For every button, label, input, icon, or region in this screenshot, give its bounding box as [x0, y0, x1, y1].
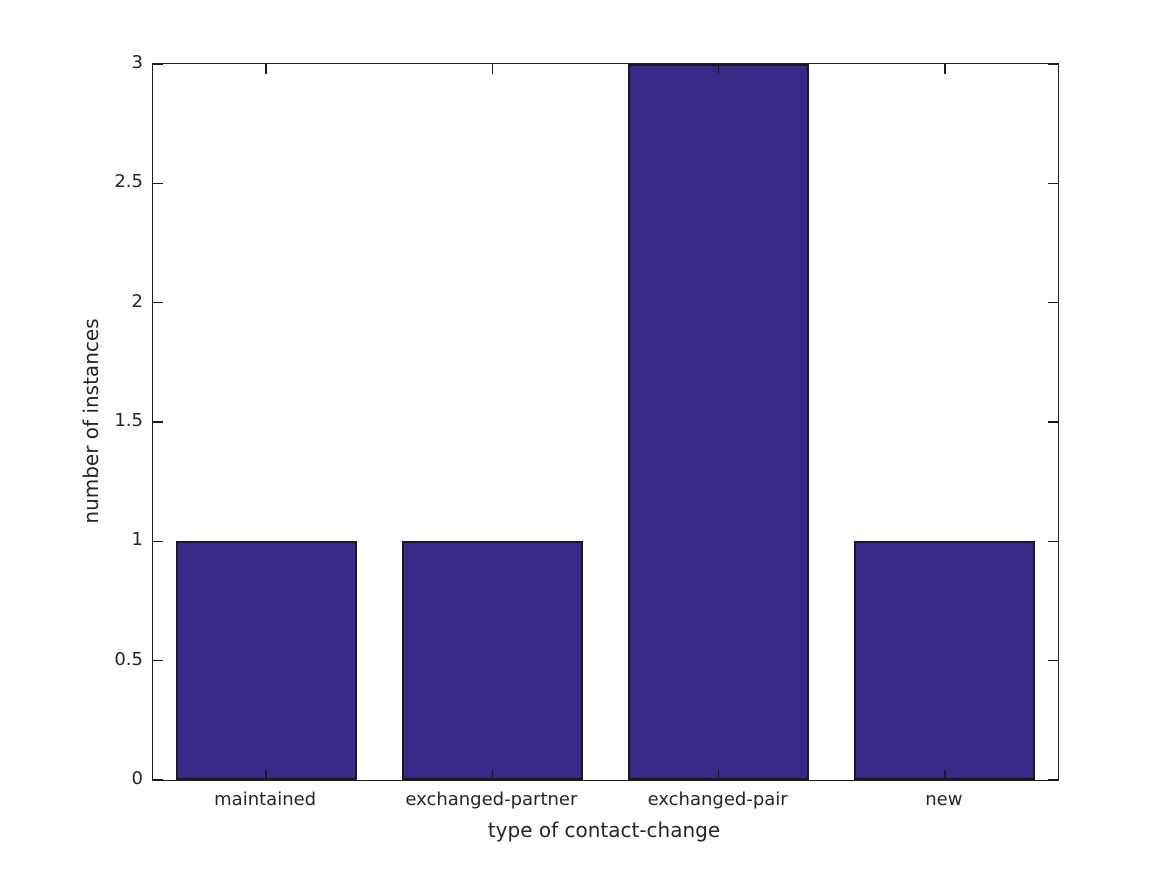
y-tick	[1048, 659, 1058, 662]
plot-area	[152, 63, 1059, 781]
x-tick	[717, 770, 720, 780]
y-tick	[1048, 63, 1058, 65]
x-tick-label: new	[925, 789, 963, 810]
y-tick-label: 2.5	[114, 171, 143, 193]
x-tick-label: maintained	[214, 789, 317, 810]
bar-maintained	[175, 541, 357, 780]
x-tick	[944, 64, 946, 74]
x-tick	[491, 770, 494, 780]
y-tick	[153, 63, 163, 65]
bar-new	[854, 541, 1036, 780]
y-tick	[1048, 779, 1058, 781]
x-tick-label: exchanged-partner	[405, 789, 578, 810]
y-tick-label: 1.5	[114, 410, 143, 431]
y-tick-label: 2	[131, 290, 143, 312]
y-tick	[153, 540, 163, 543]
y-tick	[1048, 301, 1058, 304]
x-axis-title: type of contact-change	[487, 818, 721, 842]
y-tick-label: 1	[131, 529, 143, 551]
x-tick	[944, 770, 946, 780]
x-tick	[717, 64, 720, 74]
y-tick-label: 0.5	[114, 648, 143, 670]
y-tick	[1048, 540, 1058, 543]
x-tick	[265, 64, 267, 74]
y-tick-label: 0	[131, 768, 143, 789]
x-tick	[491, 64, 494, 74]
y-tick-label: 3	[131, 52, 143, 73]
x-tick	[265, 770, 267, 780]
y-tick	[1048, 182, 1058, 185]
x-tick-label: exchanged-pair	[647, 789, 788, 810]
y-tick	[153, 779, 163, 781]
bar-exchanged-pair	[628, 64, 810, 780]
y-tick	[153, 421, 163, 423]
y-tick	[153, 182, 163, 185]
y-tick	[1048, 421, 1058, 423]
bar-exchanged-partner	[401, 541, 583, 780]
y-tick	[153, 659, 163, 662]
y-tick	[153, 301, 163, 304]
